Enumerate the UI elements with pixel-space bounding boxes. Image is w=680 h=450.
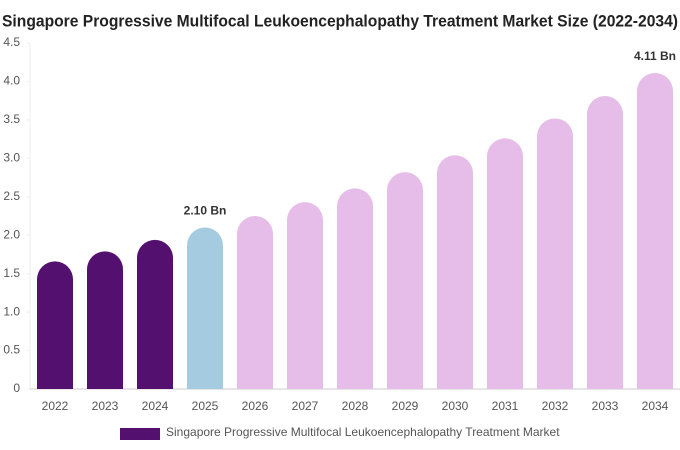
bar — [187, 227, 223, 389]
y-tick-label: 3.0 — [3, 151, 20, 165]
bar — [287, 202, 323, 389]
bar — [487, 138, 523, 389]
y-tick-label: 1.5 — [3, 266, 20, 280]
x-tick-label: 2034 — [642, 399, 669, 413]
bar — [37, 261, 73, 389]
chart-title: Singapore Progressive Multifocal Leukoen… — [2, 11, 678, 30]
value-label: 2.10 Bn — [184, 204, 227, 218]
y-tick-label: 2.5 — [3, 189, 20, 203]
y-tick-label: 1.0 — [3, 304, 20, 318]
x-tick-label: 2024 — [142, 399, 169, 413]
bar — [587, 96, 623, 389]
bar — [87, 251, 123, 389]
y-tick-label: 0.5 — [3, 343, 20, 357]
x-tick-label: 2032 — [542, 399, 569, 413]
y-tick-label: 4.5 — [3, 35, 20, 49]
x-tick-label: 2031 — [492, 399, 519, 413]
legend-label: Singapore Progressive Multifocal Leukoen… — [166, 425, 560, 439]
legend-swatch — [120, 428, 160, 440]
bar — [237, 216, 273, 389]
x-tick-label: 2030 — [442, 399, 469, 413]
x-tick-label: 2029 — [392, 399, 419, 413]
y-tick-label: 3.5 — [3, 112, 20, 126]
bar — [137, 239, 173, 389]
y-tick-label: 2.0 — [3, 227, 20, 241]
y-tick-label: 4.0 — [3, 74, 20, 88]
bar — [437, 155, 473, 389]
x-tick-label: 2026 — [242, 399, 269, 413]
x-tick-label: 2022 — [42, 399, 69, 413]
y-tick-label: 0 — [13, 381, 20, 395]
bar — [537, 118, 573, 389]
value-label: 4.11 Bn — [634, 49, 676, 63]
x-tick-label: 2027 — [292, 399, 319, 413]
x-tick-label: 2028 — [342, 399, 369, 413]
bar — [387, 172, 423, 389]
x-tick-label: 2023 — [92, 399, 119, 413]
x-tick-label: 2025 — [192, 399, 219, 413]
bar — [637, 72, 673, 389]
x-tick-label: 2033 — [592, 399, 619, 413]
bar — [337, 188, 373, 389]
